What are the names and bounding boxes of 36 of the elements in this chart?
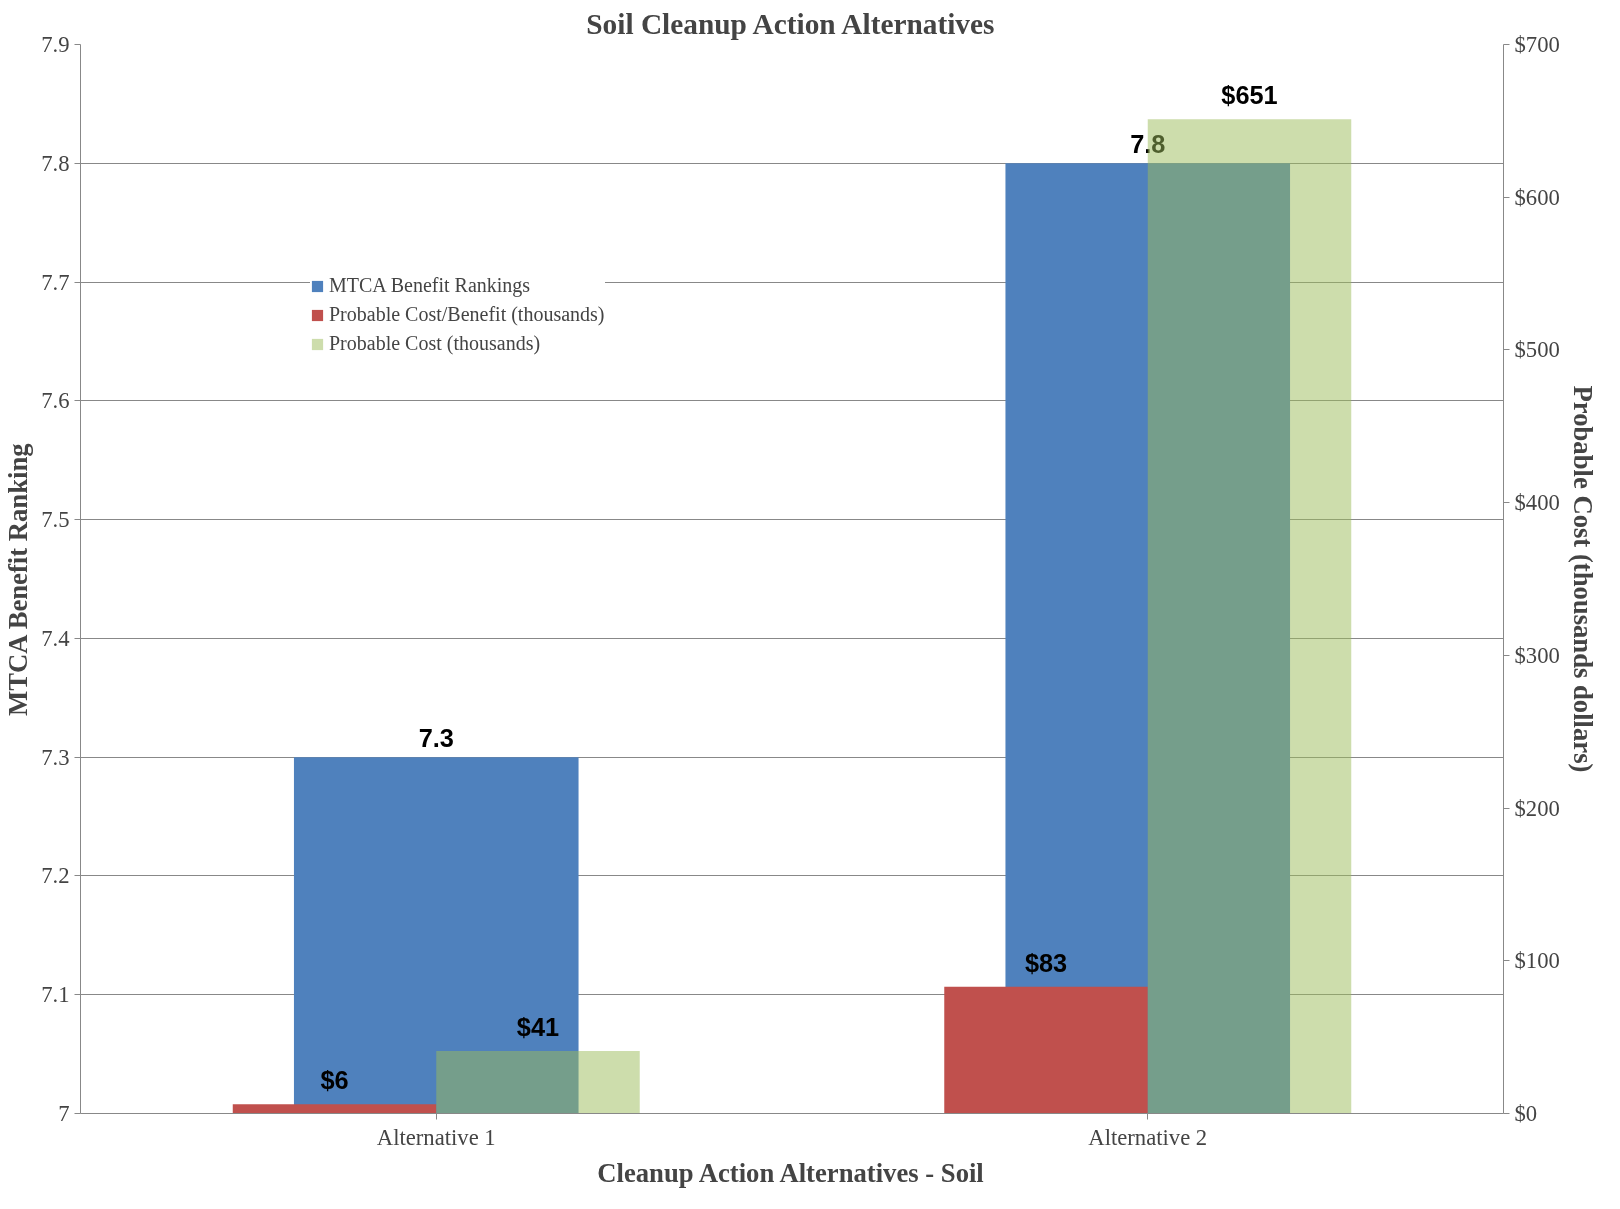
y2-tick-label: $500 [1514, 337, 1560, 363]
y-tick-label: 7 [58, 1101, 70, 1126]
chart-title: Soil Cleanup Action Alternatives [586, 7, 995, 40]
y-tick-label: 7.3 [41, 744, 70, 770]
y-tick-label: 7.8 [41, 150, 70, 176]
data-label: 7.3 [418, 724, 454, 753]
data-label: $83 [1024, 948, 1068, 977]
y-tick-label: 7.4 [41, 625, 70, 651]
legend-label: MTCA Benefit Rankings [329, 274, 531, 297]
y-tick-label: 7.9 [41, 32, 70, 57]
bar [232, 1104, 437, 1114]
y2-tick-label: $400 [1514, 490, 1560, 516]
legend-label: Probable Cost/Benefit (thousands) [329, 303, 605, 326]
y2-axis-title: Probable Cost (thousands dollars) [1567, 385, 1598, 773]
bar [436, 1050, 640, 1114]
y2-tick-label: $300 [1514, 642, 1560, 668]
y-tick-label: 7.5 [41, 507, 70, 533]
legend-label: Probable Cost (thousands) [329, 332, 541, 355]
y-tick-label: 7.2 [41, 863, 70, 889]
x-axis-title: Cleanup Action Alternatives - Soil [597, 1157, 984, 1188]
bar [944, 986, 1148, 1114]
data-label: $6 [320, 1066, 349, 1095]
data-label: $41 [516, 1012, 560, 1041]
data-label: $651 [1221, 81, 1278, 110]
x-tick-label: Alternative 2 [1088, 1124, 1208, 1150]
y2-tick-label: $0 [1514, 1101, 1538, 1126]
y-tick-label: 7.1 [41, 982, 70, 1008]
y2-tick-label: $700 [1514, 32, 1560, 57]
y2-tick-label: $100 [1514, 948, 1560, 974]
y2-tick-label: $200 [1514, 795, 1560, 821]
y-tick-label: 7.6 [41, 388, 70, 414]
y-tick-label: 7.7 [41, 269, 70, 295]
y-axis-title: MTCA Benefit Ranking [3, 442, 34, 716]
x-tick-label: Alternative 1 [376, 1124, 496, 1150]
data-label: 7.8 [1130, 130, 1166, 159]
y2-tick-label: $600 [1514, 184, 1560, 210]
